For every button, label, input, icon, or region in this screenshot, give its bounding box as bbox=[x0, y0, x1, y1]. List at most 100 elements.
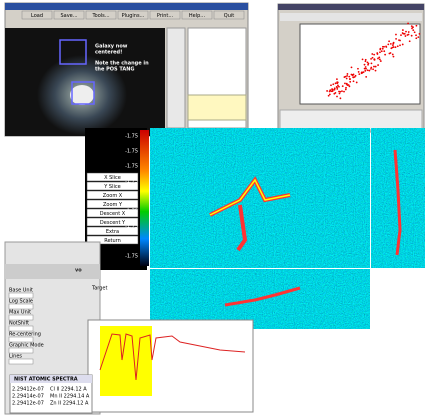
scatter-point bbox=[391, 53, 394, 56]
scatter-point bbox=[351, 74, 354, 77]
slice-button bbox=[86, 226, 139, 236]
scatter-point bbox=[380, 50, 383, 53]
scatter-point bbox=[415, 37, 418, 40]
scatter-point bbox=[389, 42, 392, 45]
scatter-point bbox=[346, 74, 349, 77]
control-box bbox=[8, 325, 34, 332]
control-box bbox=[8, 347, 34, 354]
scatter-point bbox=[343, 90, 345, 93]
scatter-point bbox=[335, 85, 338, 88]
scatter-point bbox=[363, 67, 366, 70]
scatter-point bbox=[379, 48, 382, 51]
spectrum bbox=[99, 333, 246, 381]
scatter-point bbox=[394, 46, 397, 49]
menu-label: Help... bbox=[189, 13, 206, 19]
control-box bbox=[8, 303, 34, 310]
scatter-point bbox=[338, 92, 341, 95]
menu-label: Quit bbox=[224, 13, 234, 19]
scatter-point bbox=[384, 53, 387, 56]
feature-core bbox=[209, 178, 291, 216]
scatter-point bbox=[327, 94, 330, 97]
scatter-point bbox=[367, 62, 370, 65]
scatter-point bbox=[373, 53, 376, 56]
scatter-point bbox=[403, 32, 406, 35]
scatter-point bbox=[371, 56, 374, 59]
slice-button-label: Y Slice bbox=[103, 184, 120, 190]
scatter-point bbox=[357, 71, 360, 73]
scatter-point bbox=[378, 56, 381, 59]
scatter-point bbox=[396, 45, 399, 48]
scatter-point bbox=[377, 57, 379, 60]
colorbar-label: -1.75 bbox=[125, 194, 138, 200]
scatter-point bbox=[336, 88, 339, 90]
scatter-point bbox=[379, 51, 381, 54]
scatter-point bbox=[346, 84, 349, 87]
scatter-point bbox=[417, 36, 420, 39]
colorbar-label: -1.75 bbox=[125, 254, 138, 260]
slice-button-label: Descent Y bbox=[100, 220, 126, 226]
slice-button bbox=[86, 199, 139, 209]
scatter-point bbox=[349, 80, 352, 83]
scatter-point bbox=[336, 95, 338, 98]
control-box bbox=[8, 292, 34, 299]
scatter-point bbox=[383, 50, 386, 53]
scatter-point bbox=[381, 45, 384, 48]
colorbar-label: -1.75 bbox=[125, 164, 138, 170]
slice-button bbox=[86, 217, 139, 227]
nist-cell: 2.29412e-07 bbox=[12, 401, 44, 407]
menu-button bbox=[53, 10, 85, 20]
scatter-point bbox=[411, 27, 413, 30]
scatter-point bbox=[405, 30, 407, 33]
annotation: Galaxy now bbox=[95, 44, 128, 50]
scatter-point bbox=[355, 81, 358, 84]
colorbar-label: -1.75 bbox=[125, 209, 138, 215]
scatter-point bbox=[418, 32, 421, 35]
tab-label: Target bbox=[91, 286, 108, 292]
scatter-point bbox=[336, 81, 339, 84]
colorbar-label: -1.75 bbox=[125, 179, 138, 185]
control-label: Max Unit bbox=[9, 310, 31, 316]
logo: vo bbox=[75, 268, 82, 274]
colorbar bbox=[140, 130, 149, 266]
control-label: Graphic Mode bbox=[9, 343, 44, 349]
slice-button-label: X Slice bbox=[104, 175, 121, 181]
scatter-point bbox=[400, 34, 402, 37]
scatter-point bbox=[330, 90, 333, 93]
control-label: Base Unit bbox=[9, 288, 33, 294]
slice-button-label: Zoom X bbox=[103, 193, 123, 199]
scatter-point bbox=[370, 57, 372, 60]
scatter-point bbox=[392, 55, 395, 58]
feature-y bbox=[393, 149, 402, 256]
nist-cell: Zn II 2294.12 A bbox=[50, 401, 89, 407]
scatter-point bbox=[413, 31, 416, 34]
slice-image bbox=[150, 128, 370, 268]
control-box bbox=[8, 314, 34, 321]
control-label: Log Scale bbox=[9, 299, 33, 305]
scatter-point bbox=[392, 46, 395, 48]
scatter-point bbox=[348, 85, 351, 88]
control-label: NotShift bbox=[9, 321, 29, 327]
scatter-point bbox=[358, 73, 361, 76]
scatter-point bbox=[376, 52, 379, 54]
colorbar-label: -1.75 bbox=[125, 224, 138, 230]
scatter-point bbox=[412, 29, 415, 32]
aladin-window bbox=[4, 2, 249, 137]
scatter-point bbox=[378, 58, 381, 61]
scatter-point bbox=[389, 52, 392, 54]
scatter-point bbox=[331, 88, 333, 91]
scatter-point bbox=[385, 46, 388, 48]
scatter-point bbox=[399, 44, 401, 47]
scatter-point bbox=[344, 75, 347, 78]
scatter-point bbox=[344, 88, 347, 91]
scatter-point bbox=[365, 67, 367, 70]
scatter-point bbox=[354, 74, 357, 77]
scatter-point bbox=[374, 69, 377, 72]
control-box bbox=[8, 336, 34, 343]
scatter-point bbox=[391, 44, 394, 47]
scatter-point bbox=[395, 37, 397, 40]
menu-button bbox=[213, 10, 245, 20]
scatter-point bbox=[374, 65, 377, 68]
scatter-point bbox=[361, 58, 364, 61]
control-box bbox=[8, 358, 34, 365]
